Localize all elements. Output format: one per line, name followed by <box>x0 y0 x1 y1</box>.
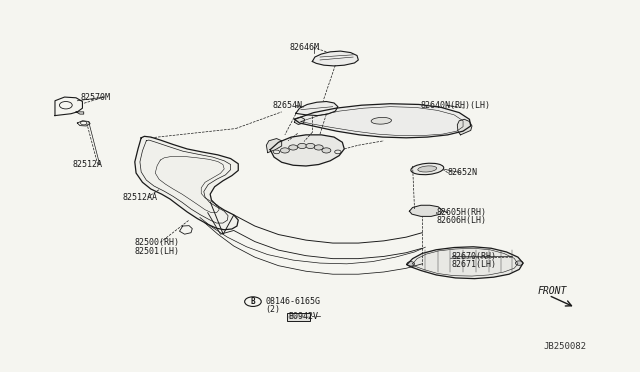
Text: 82646M: 82646M <box>289 43 319 52</box>
Circle shape <box>515 261 523 265</box>
Polygon shape <box>135 137 238 230</box>
Text: 82654N: 82654N <box>272 101 302 110</box>
Text: 82606H(LH): 82606H(LH) <box>436 217 486 225</box>
Circle shape <box>298 143 307 148</box>
Polygon shape <box>270 135 344 166</box>
Text: B: B <box>251 297 255 306</box>
Circle shape <box>289 145 298 150</box>
Ellipse shape <box>411 163 444 175</box>
Circle shape <box>306 143 315 148</box>
Text: 82501(LH): 82501(LH) <box>135 247 180 256</box>
Polygon shape <box>410 205 443 217</box>
Polygon shape <box>266 138 282 153</box>
Ellipse shape <box>418 166 436 172</box>
Polygon shape <box>312 51 358 66</box>
Text: 82512AA: 82512AA <box>122 193 157 202</box>
Text: 82605H(RH): 82605H(RH) <box>436 208 486 217</box>
Text: 82671(LH): 82671(LH) <box>452 260 497 269</box>
Text: FRONT: FRONT <box>537 286 566 295</box>
Ellipse shape <box>371 118 392 124</box>
Polygon shape <box>458 119 472 135</box>
Circle shape <box>280 148 289 153</box>
Circle shape <box>314 145 323 150</box>
Polygon shape <box>294 117 305 125</box>
Text: 82652N: 82652N <box>448 168 477 177</box>
Text: JB250082: JB250082 <box>543 342 586 351</box>
Polygon shape <box>294 104 470 138</box>
Text: 82512A: 82512A <box>73 160 103 169</box>
Polygon shape <box>296 102 338 116</box>
Circle shape <box>407 262 415 266</box>
Text: 82500(RH): 82500(RH) <box>135 238 180 247</box>
Circle shape <box>322 148 331 153</box>
Text: 82640N(RH)(LH): 82640N(RH)(LH) <box>421 101 491 110</box>
Polygon shape <box>407 247 523 279</box>
Text: 08146-6165G: 08146-6165G <box>266 297 321 306</box>
Text: B0942V: B0942V <box>288 312 318 321</box>
Text: (2): (2) <box>266 305 281 314</box>
Text: 82670(RH): 82670(RH) <box>452 252 497 261</box>
Text: 82570M: 82570M <box>81 93 111 102</box>
Bar <box>287 314 310 321</box>
